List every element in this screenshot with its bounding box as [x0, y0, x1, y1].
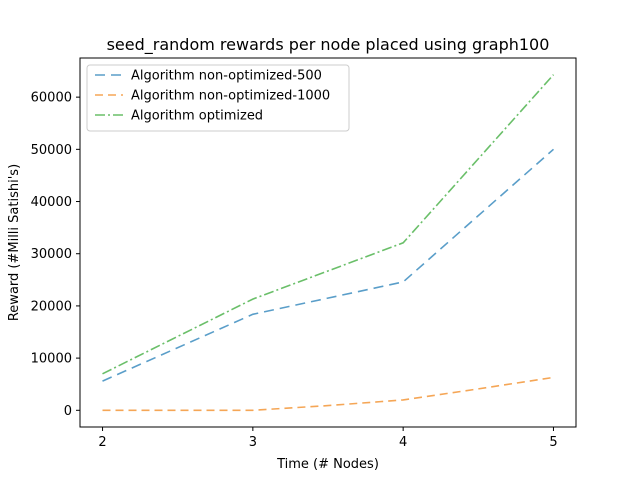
legend-box — [86, 64, 350, 132]
y-axis-label: Reward (#Milli Satishi's) — [7, 164, 22, 321]
x-tick-label: 4 — [399, 435, 407, 450]
legend: Algorithm non-optimized-500 Algorithm non… — [86, 64, 350, 132]
legend-label-1: Algorithm non-optimized-500 — [131, 69, 322, 84]
y-tick-label: 50000 — [31, 143, 72, 158]
plot-lines — [102, 74, 555, 412]
chart-title: seed_random rewards per node placed usin… — [107, 35, 550, 55]
x-axis: 2 3 4 5 — [98, 427, 558, 450]
y-tick-label: 60000 — [31, 91, 72, 106]
series-line-2 — [102, 376, 554, 412]
y-tick-label: 30000 — [31, 247, 72, 262]
series-line-1 — [102, 148, 555, 382]
legend-label-3: Algorithm optimized — [131, 109, 263, 124]
series-line-3 — [102, 74, 555, 375]
y-tick-label: 0 — [64, 404, 72, 419]
y-axis: 0 10000 20000 30000 40000 50000 60000 — [31, 91, 80, 419]
x-tick-label: 5 — [549, 435, 557, 450]
y-tick-label: 40000 — [31, 195, 72, 210]
x-tick-label: 2 — [98, 435, 106, 450]
axes-frame — [79, 57, 577, 428]
x-axis-label: Time (# Nodes) — [276, 457, 379, 472]
y-tick-label: 10000 — [31, 352, 72, 367]
legend-label-2: Algorithm non-optimized-1000 — [131, 89, 330, 104]
x-tick-label: 3 — [249, 435, 257, 450]
y-tick-label: 20000 — [31, 299, 72, 314]
